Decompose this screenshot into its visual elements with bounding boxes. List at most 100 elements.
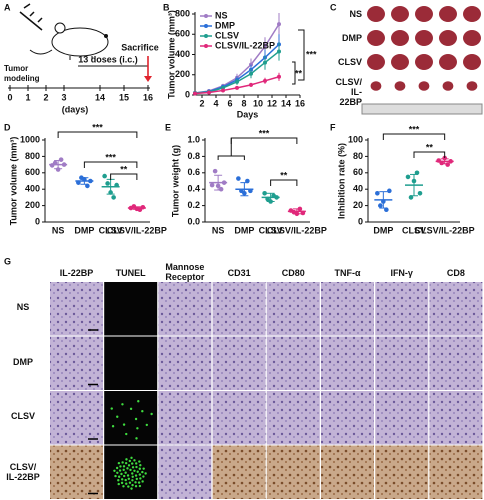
tunel-signal bbox=[125, 458, 128, 461]
stain-header: CD8 bbox=[446, 268, 465, 278]
data-point bbox=[414, 170, 420, 176]
tunel-signal bbox=[137, 400, 140, 403]
stain-header: IFN-γ bbox=[390, 268, 413, 278]
tumor-photo bbox=[367, 54, 385, 70]
data-point bbox=[381, 199, 386, 204]
significance-bracket bbox=[292, 61, 296, 85]
y-tick-label: 200 bbox=[175, 69, 190, 79]
data-point bbox=[76, 180, 81, 185]
significance: *** bbox=[259, 128, 270, 138]
data-point bbox=[445, 162, 450, 167]
significance: ** bbox=[295, 68, 303, 78]
y-tick-label: 0 bbox=[358, 216, 363, 226]
data-point bbox=[268, 199, 273, 204]
micrograph bbox=[266, 445, 320, 499]
tumor-modeling-label: Tumor modeling bbox=[4, 64, 40, 83]
x-tick-label: 10 bbox=[253, 98, 263, 108]
significance: ** bbox=[280, 170, 288, 180]
x-tick-label: CLSV bbox=[402, 225, 426, 235]
tunel-signal bbox=[115, 466, 119, 470]
tunel-signal bbox=[136, 470, 139, 473]
tunel-signal bbox=[119, 465, 122, 468]
micrograph bbox=[104, 282, 158, 336]
tunel-signal bbox=[131, 479, 134, 482]
y-tick-label: 0.2 bbox=[187, 200, 200, 210]
data-point bbox=[262, 191, 267, 196]
data-point bbox=[294, 211, 300, 217]
tunel-signal bbox=[125, 432, 128, 436]
stain-header: Mannose Receptor bbox=[165, 262, 205, 282]
tunel-signal bbox=[127, 485, 130, 488]
tunel-signal bbox=[122, 423, 126, 426]
data-point bbox=[111, 195, 116, 200]
stain-row-label: CLSV bbox=[10, 411, 35, 421]
data-point bbox=[215, 183, 221, 189]
marker bbox=[263, 78, 267, 83]
micrograph bbox=[266, 336, 320, 390]
micrograph bbox=[212, 336, 266, 390]
marker bbox=[277, 74, 281, 79]
tunel-signal bbox=[122, 474, 126, 478]
tunel-signal bbox=[113, 469, 116, 473]
micrograph bbox=[321, 391, 374, 445]
micrograph bbox=[375, 391, 429, 445]
significance: *** bbox=[409, 124, 420, 134]
marker bbox=[263, 44, 267, 49]
tunel-signal bbox=[122, 485, 125, 488]
timeline-day: 2 bbox=[43, 92, 48, 102]
data-point bbox=[88, 178, 93, 184]
stain-header: CD31 bbox=[227, 268, 251, 278]
data-point bbox=[439, 160, 444, 166]
tumor-photo bbox=[415, 54, 433, 70]
tumor-photo bbox=[466, 81, 478, 91]
significance: ** bbox=[426, 142, 434, 152]
micrograph bbox=[212, 282, 266, 336]
tunel-signal bbox=[118, 469, 122, 472]
tunel-signal bbox=[135, 465, 138, 469]
timeline-day: 3 bbox=[61, 92, 66, 102]
x-tick-label: DMP bbox=[234, 225, 254, 235]
tunel-signal bbox=[137, 481, 141, 484]
tunel-signal bbox=[128, 459, 132, 463]
micrograph bbox=[158, 445, 212, 499]
x-tick-label: NS bbox=[52, 225, 65, 235]
micrograph bbox=[158, 282, 212, 336]
photo-row-label: NS bbox=[349, 9, 362, 19]
micrograph bbox=[104, 336, 158, 390]
data-point bbox=[114, 182, 119, 188]
y-tick-label: 200 bbox=[25, 200, 40, 210]
data-point bbox=[236, 176, 241, 181]
legend-marker bbox=[204, 24, 208, 28]
tunel-signal bbox=[129, 468, 132, 472]
tunel-signal bbox=[150, 412, 153, 416]
data-point bbox=[212, 168, 218, 174]
data-point bbox=[221, 180, 227, 185]
y-tick-label: 600 bbox=[175, 29, 190, 39]
tumor-photo bbox=[391, 6, 409, 22]
tumor-photo bbox=[367, 6, 385, 22]
data-point bbox=[442, 155, 447, 161]
tunel-signal bbox=[129, 407, 133, 411]
tunel-signal bbox=[131, 483, 134, 487]
tunel-signal bbox=[111, 425, 115, 428]
tunel-signal bbox=[131, 475, 134, 478]
tunel-signal bbox=[131, 472, 134, 475]
tunel-signal bbox=[138, 460, 141, 463]
y-tick-label: 0.6 bbox=[187, 167, 200, 177]
tumor-photo bbox=[439, 54, 457, 70]
legend-marker bbox=[204, 34, 208, 38]
tumor-photo bbox=[439, 30, 457, 46]
micrograph bbox=[50, 445, 103, 499]
tunel-signal bbox=[139, 464, 142, 467]
tunel-signal bbox=[131, 462, 134, 465]
micrograph bbox=[429, 336, 483, 390]
data-point bbox=[102, 173, 107, 179]
micrograph bbox=[50, 391, 103, 445]
data-point bbox=[82, 177, 87, 182]
panel-letter: A bbox=[4, 2, 11, 12]
tumor-photo bbox=[463, 6, 481, 22]
tunel-signal bbox=[142, 475, 145, 478]
significance-bracket bbox=[110, 173, 138, 180]
